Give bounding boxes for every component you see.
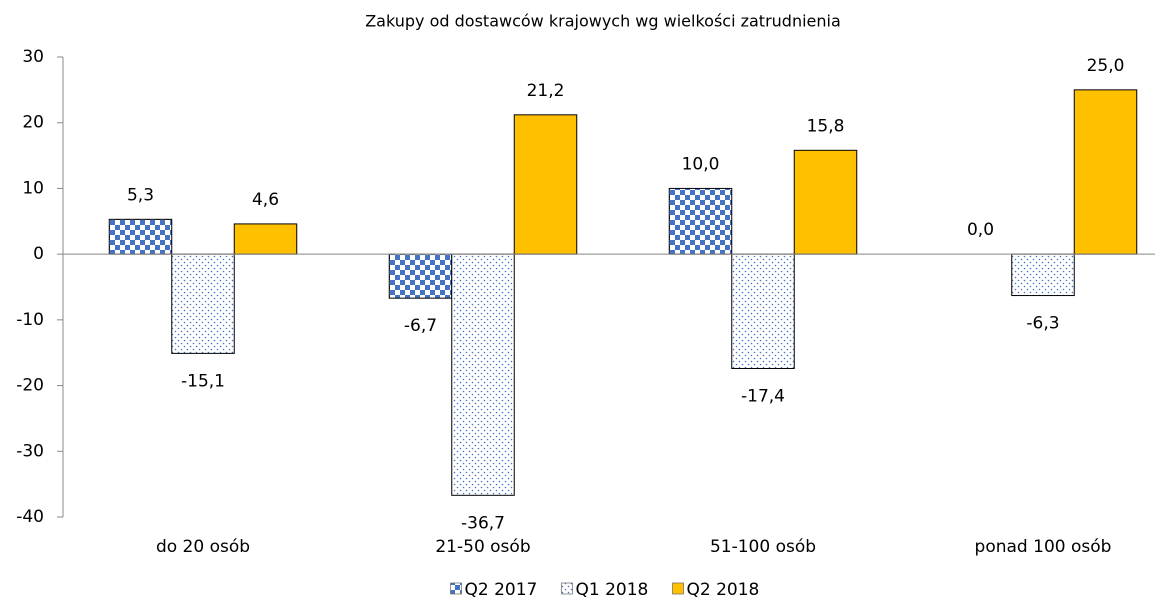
y-tick-label: 20 — [22, 113, 44, 133]
bar — [233, 223, 298, 255]
legend-swatch — [450, 582, 462, 595]
value-label: -17,4 — [741, 386, 785, 406]
bar — [1011, 253, 1075, 297]
value-label: 5,3 — [127, 185, 154, 205]
legend-label: Q2 2018 — [687, 580, 760, 600]
x-tick-label: 51-100 osób — [710, 537, 816, 557]
value-label: 21,2 — [527, 81, 565, 101]
x-tick-label: 21-50 osób — [435, 537, 530, 557]
y-tick-label: 0 — [33, 244, 44, 264]
value-label: -6,3 — [1026, 314, 1059, 334]
bar — [388, 253, 453, 299]
value-label: 10,0 — [682, 154, 720, 174]
bar — [171, 253, 235, 354]
bar — [731, 253, 795, 369]
x-tick-label: do 20 osób — [156, 537, 250, 557]
bar — [513, 114, 578, 255]
legend-label: Q1 2018 — [576, 580, 649, 600]
value-label: 4,6 — [252, 190, 279, 210]
legend-swatch — [672, 582, 684, 595]
chart-title: Zakupy od dostawców krajowych wg wielkoś… — [365, 12, 841, 31]
bar — [1073, 89, 1138, 255]
bar — [108, 218, 173, 255]
bar — [668, 187, 733, 255]
y-tick-label: 30 — [22, 47, 44, 67]
x-tick-label: ponad 100 osób — [975, 537, 1112, 557]
value-label: -36,7 — [461, 513, 505, 533]
y-tick-label: -40 — [16, 507, 44, 527]
value-label: 25,0 — [1087, 56, 1125, 76]
bar — [451, 253, 515, 496]
y-tick-label: 10 — [22, 178, 44, 198]
y-tick-label: -30 — [16, 441, 44, 461]
value-label: 0,0 — [967, 220, 994, 240]
legend-label: Q2 2017 — [465, 580, 538, 600]
value-label: -6,7 — [404, 316, 437, 336]
value-label: -15,1 — [181, 371, 225, 391]
y-tick-label: -10 — [16, 310, 44, 330]
legend-swatch — [561, 582, 573, 595]
value-label: 15,8 — [807, 116, 845, 136]
y-tick-label: -20 — [16, 376, 44, 396]
bar — [793, 149, 858, 255]
